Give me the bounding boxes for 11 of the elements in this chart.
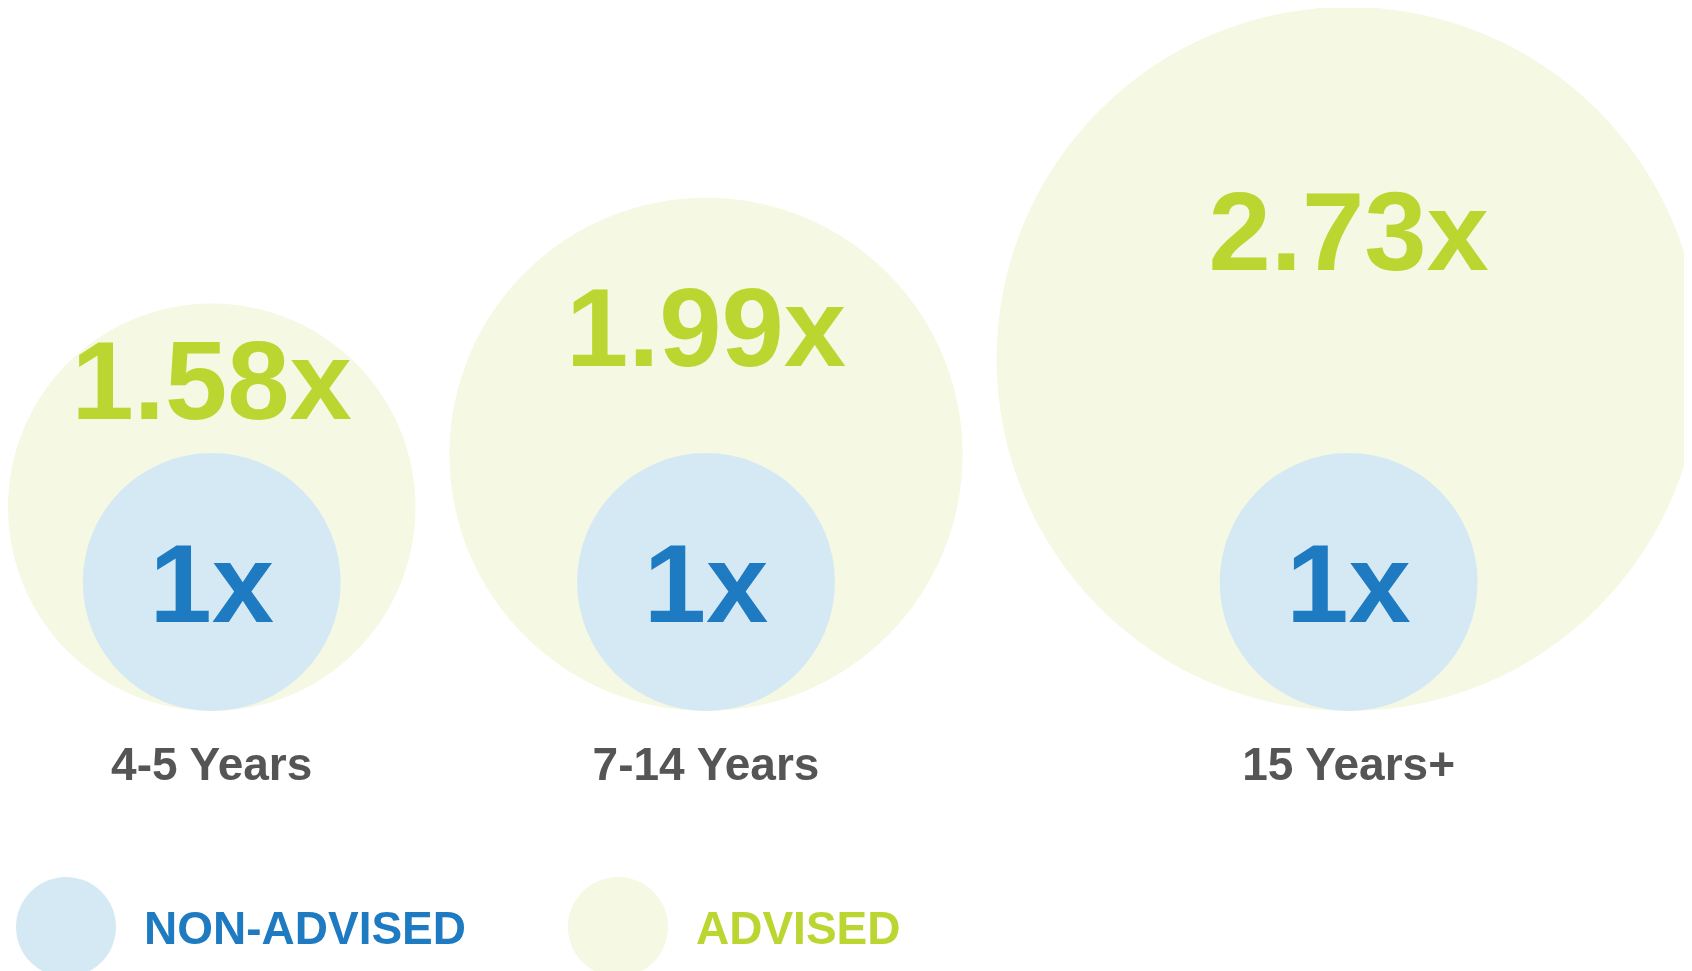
data-label: 1.58x [71, 317, 352, 443]
legend-label: ADVISED [696, 901, 901, 954]
data-label: 1x [1286, 521, 1411, 647]
category-label: 7-14 Years [592, 738, 820, 790]
data-label: 1x [643, 521, 769, 647]
category-label: 15 Years+ [1242, 738, 1456, 790]
data-label: 1x [149, 521, 275, 647]
data-label: 1.99x [565, 264, 847, 390]
data-label: 2.73x [1208, 169, 1489, 295]
category-label: 4-5 Years [111, 738, 313, 790]
legend-label: NON-ADVISED [144, 901, 467, 954]
